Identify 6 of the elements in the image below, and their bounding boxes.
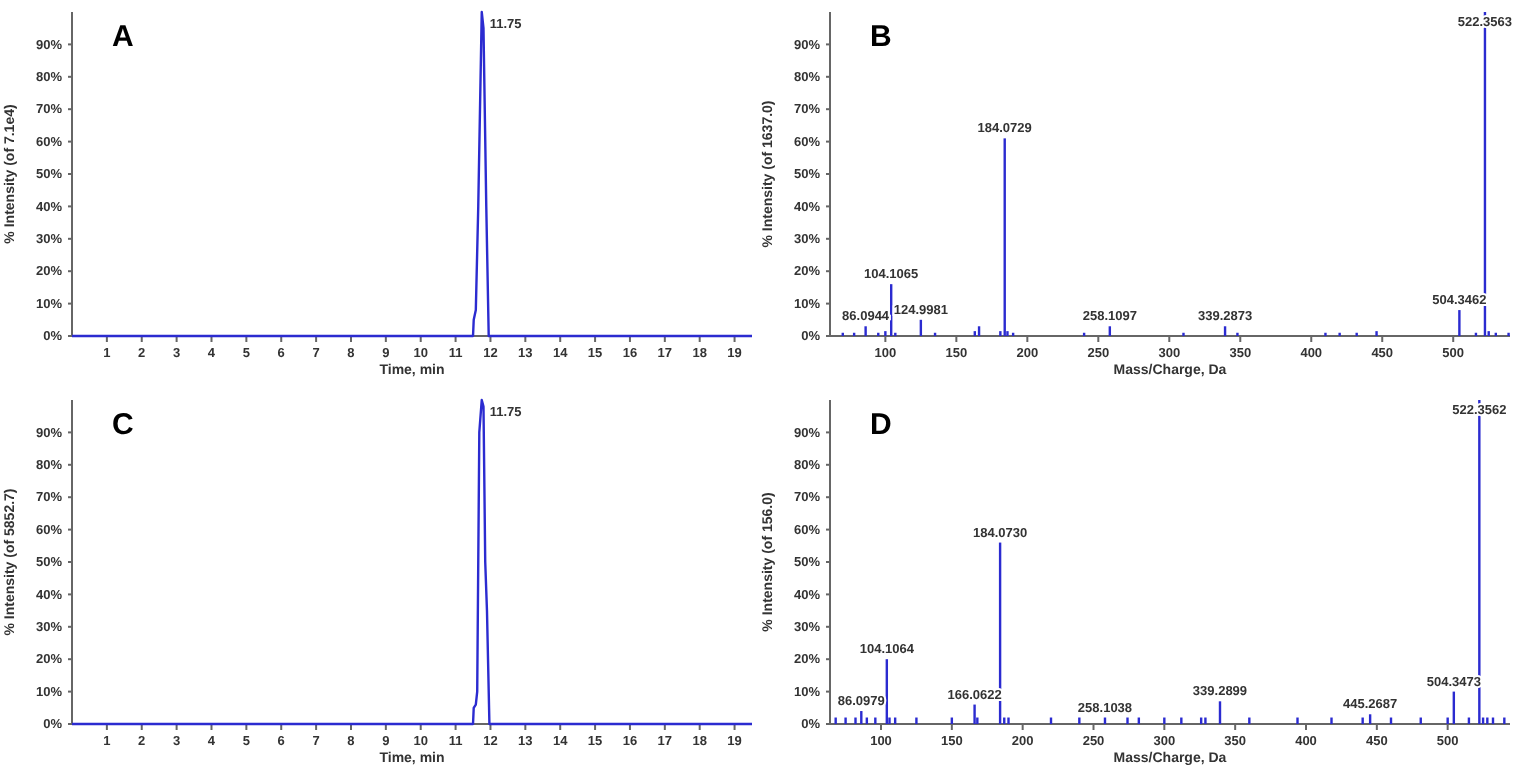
chart-title: A <box>112 20 134 54</box>
line-series <box>70 10 754 338</box>
chart-title: B <box>870 20 892 54</box>
chart-title: C <box>112 408 134 442</box>
chart-title: D <box>870 408 892 442</box>
line-series <box>70 398 754 726</box>
